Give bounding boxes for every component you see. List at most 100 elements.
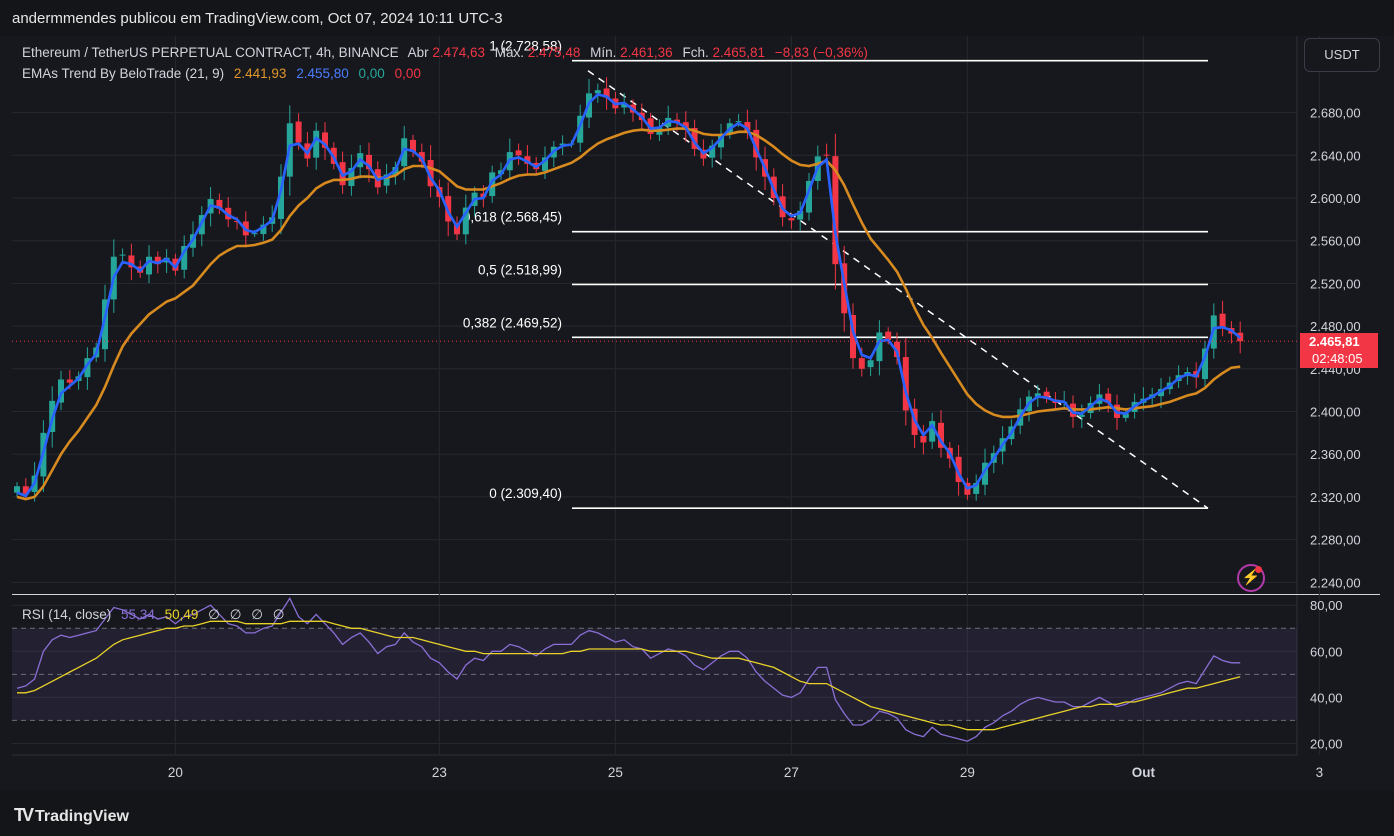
candle-body bbox=[797, 210, 804, 220]
candle-body bbox=[154, 256, 161, 265]
candle-body bbox=[14, 486, 20, 493]
rsi-na-4: ∅ bbox=[272, 607, 285, 622]
time-tick-label: 23 bbox=[432, 765, 447, 780]
candle-body bbox=[366, 154, 372, 170]
grid-lines bbox=[0, 36, 1394, 790]
candle-body bbox=[84, 358, 91, 378]
ema-legend: EMAs Trend By BeloTrade (21, 9) 2.441,93… bbox=[22, 66, 427, 81]
time-tick-label: 20 bbox=[168, 765, 183, 780]
candle-body bbox=[172, 258, 179, 271]
candle-body bbox=[383, 174, 390, 186]
currency-button[interactable]: USDT bbox=[1304, 38, 1380, 72]
low-value: 2.461,36 bbox=[620, 45, 673, 60]
candle-body bbox=[542, 157, 548, 171]
candle-body bbox=[559, 143, 566, 146]
candle-body bbox=[753, 129, 760, 158]
ema-sell-value: 0,00 bbox=[394, 66, 421, 81]
candle-body bbox=[216, 199, 223, 209]
chart-canvas[interactable]: 1 (2.728,58) 0,618 (2.568,45) 0,5 (2.518,9… bbox=[0, 36, 1394, 790]
candle-body bbox=[348, 168, 355, 187]
fib-level-label: 0,5 (2.518,99) bbox=[478, 262, 562, 277]
candle-body bbox=[427, 159, 434, 187]
open-value: 2.474,63 bbox=[432, 45, 485, 60]
candle-body bbox=[902, 357, 909, 411]
candle-body bbox=[894, 341, 900, 358]
rsi-ma-line bbox=[17, 620, 1241, 731]
candle-body bbox=[1087, 402, 1094, 414]
ema-indicator-name: EMAs Trend By BeloTrade (21, 9) bbox=[22, 66, 225, 81]
candle-body bbox=[806, 180, 812, 213]
candle-body bbox=[128, 255, 135, 268]
candle-body bbox=[885, 331, 892, 340]
candle-body bbox=[146, 256, 152, 275]
candle-body bbox=[788, 218, 795, 221]
price-tick-label: 2.600,00 bbox=[1310, 191, 1361, 206]
high-label: Máx. bbox=[494, 45, 525, 60]
candle-body bbox=[462, 207, 469, 235]
price-tick-label: 2.520,00 bbox=[1310, 276, 1361, 291]
fib-level-label: 0 (2.309,40) bbox=[489, 486, 562, 501]
candle-body bbox=[515, 150, 522, 156]
rsi-tick-label: 20,00 bbox=[1310, 736, 1343, 751]
ema-lines bbox=[12, 92, 1297, 501]
time-tick-label: 29 bbox=[960, 765, 975, 780]
candle-body bbox=[682, 122, 689, 130]
candle-body bbox=[858, 358, 865, 369]
price-tick-label: 2.320,00 bbox=[1310, 490, 1361, 505]
candle-body bbox=[577, 115, 584, 143]
candle-body bbox=[260, 224, 267, 235]
candle-body bbox=[621, 102, 628, 108]
candle-body bbox=[278, 176, 284, 219]
candle-body bbox=[1078, 414, 1085, 417]
candle-body bbox=[1202, 348, 1208, 380]
candle-body bbox=[22, 486, 29, 494]
candle-body bbox=[313, 130, 320, 158]
footer bbox=[0, 790, 1394, 836]
candle-body bbox=[1122, 413, 1129, 418]
candle-body bbox=[920, 435, 927, 443]
time-tick-label: 27 bbox=[784, 765, 799, 780]
rsi-tick-label: 60,00 bbox=[1310, 644, 1343, 659]
tradingview-logo[interactable]: TV TradingView bbox=[14, 805, 129, 826]
close-label: Fch. bbox=[682, 45, 709, 60]
candle-body bbox=[58, 379, 64, 403]
candle-body bbox=[850, 315, 856, 359]
chart-background bbox=[0, 36, 1394, 790]
time-axis[interactable]: 2023252729Out357 bbox=[168, 765, 1394, 780]
candle-body bbox=[1219, 313, 1226, 328]
candle-body bbox=[1034, 393, 1041, 397]
candle-body bbox=[1105, 393, 1112, 403]
candle-body bbox=[955, 456, 962, 482]
price-axis[interactable]: 2.240,00 2.280,00 2.320,00 2.360,00 2.400,00… bbox=[1310, 106, 1361, 752]
trend-line-segment bbox=[587, 70, 1209, 509]
notification-dot bbox=[1255, 566, 1262, 573]
rsi-bands bbox=[12, 627, 1297, 721]
candle-body bbox=[102, 299, 108, 350]
time-tick-label: 3 bbox=[1316, 765, 1324, 780]
candle-body bbox=[1043, 391, 1050, 399]
time-tick-label: Out bbox=[1132, 765, 1156, 780]
high-value: 2.475,48 bbox=[527, 45, 581, 60]
trend-line[interactable] bbox=[587, 70, 1209, 509]
candle-body bbox=[322, 132, 328, 148]
fib-level-label: 1 (2.728,58) bbox=[489, 39, 562, 54]
fib-level-label: 0,382 (2.469,52) bbox=[463, 315, 562, 330]
ema-slow-line bbox=[16, 127, 1241, 501]
rsi-tick-label: 40,00 bbox=[1310, 690, 1343, 705]
price-tick-label: 2.560,00 bbox=[1310, 234, 1361, 249]
candle-body bbox=[938, 422, 944, 448]
candle-body bbox=[982, 462, 988, 485]
fib-level-label: 0,618 (2.568,45) bbox=[463, 210, 562, 225]
price-tick-label: 2.240,00 bbox=[1310, 575, 1361, 590]
candle-body bbox=[744, 121, 751, 131]
change-value: −8,83 (−0,36%) bbox=[774, 45, 868, 60]
candle-body bbox=[867, 360, 874, 368]
rsi-na-3: ∅ bbox=[251, 607, 263, 622]
time-tick-label: 25 bbox=[608, 765, 623, 780]
close-value: 2.465,81 bbox=[712, 45, 766, 60]
rsi-value: 55,34 bbox=[121, 607, 155, 622]
open-label: Abr bbox=[407, 45, 429, 60]
lightning-icon[interactable]: ⚡ bbox=[1237, 564, 1265, 592]
candle-body bbox=[295, 121, 302, 143]
candle-body bbox=[594, 90, 601, 94]
